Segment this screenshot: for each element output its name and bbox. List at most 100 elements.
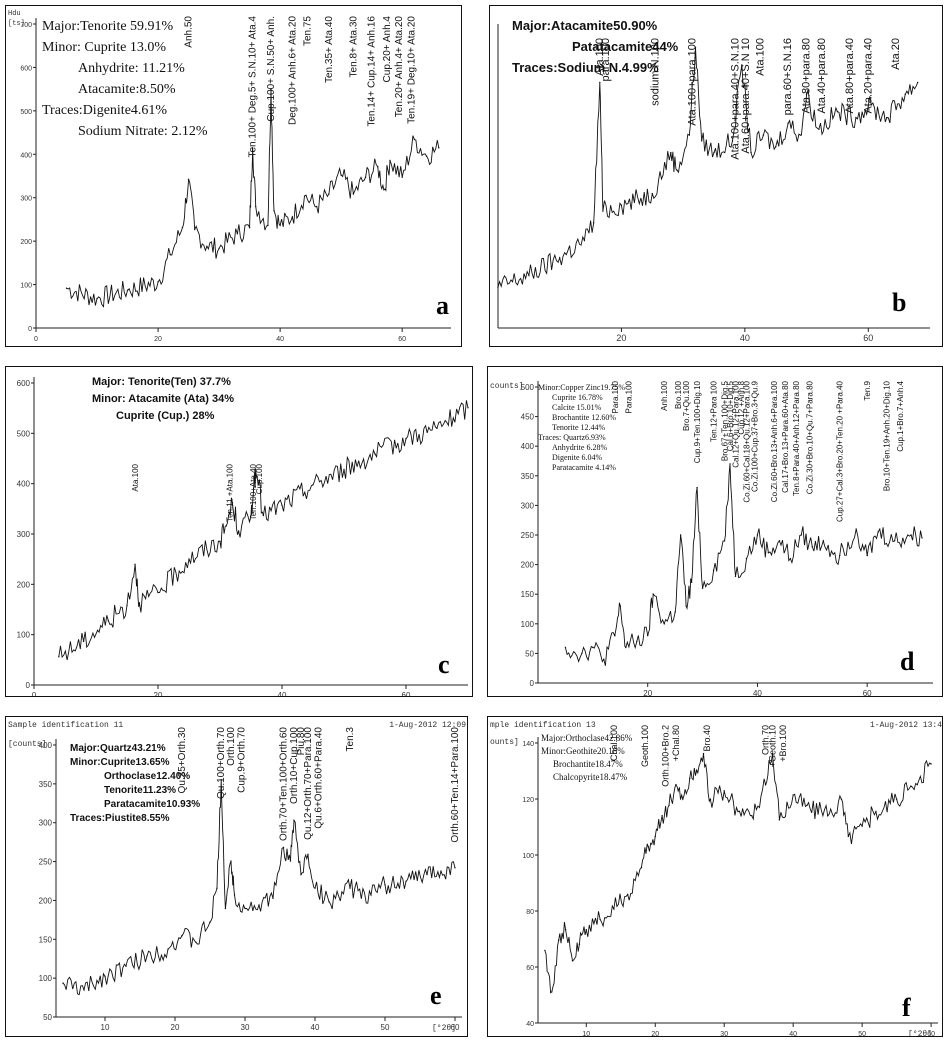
data-point [652, 593, 654, 595]
data-point [613, 908, 615, 910]
peak-label: Ata.100+para.40+S.N.10 [730, 38, 742, 160]
y-tick-label: 350 [39, 780, 53, 789]
composition-line: Minor:Cuprite13.65% [70, 757, 170, 768]
sample-identification: Sample identification 11 [8, 721, 123, 730]
data-point [377, 166, 379, 168]
data-point [789, 557, 792, 560]
peak-label: Cup.9+Orth.70 [237, 727, 248, 793]
data-point [910, 534, 912, 536]
data-point [614, 634, 616, 637]
data-point [661, 815, 663, 817]
data-point [96, 297, 98, 300]
y-tick-label: 100 [522, 853, 534, 860]
data-point [293, 819, 295, 822]
data-point [181, 934, 183, 937]
composition-line: Paratacamite 4.14% [552, 463, 616, 472]
y-tick-label: 0 [28, 326, 32, 333]
data-point [861, 825, 863, 827]
data-point [599, 81, 601, 84]
data-point [676, 169, 678, 171]
pattern-line [66, 89, 440, 308]
data-point [756, 534, 759, 536]
data-point [544, 949, 546, 952]
y-tick-label: 600 [20, 65, 32, 72]
data-point [237, 530, 240, 532]
pattern-line [544, 753, 932, 994]
composition-line: Patatacamite44% [572, 39, 679, 54]
y-tick-label: 500 [20, 109, 32, 116]
data-point [636, 640, 638, 643]
data-point [267, 224, 269, 227]
data-point [599, 918, 601, 921]
x-tick-label: 30 [720, 1031, 728, 1037]
y-tick-label: 300 [39, 819, 53, 828]
peak-label: Bro.40 [702, 725, 712, 752]
peak-label: Ata.20+para.40 [862, 38, 874, 114]
y-tick-label: 500 [521, 383, 535, 392]
data-point [248, 226, 251, 229]
data-point [690, 581, 693, 584]
data-point [771, 752, 774, 755]
panel-a: 700 600 500 400 300 200 100 0 0 20 40 60 Anh.50 Ten.1… [5, 5, 462, 347]
data-point [497, 286, 499, 288]
y-tick-label: 300 [20, 196, 32, 203]
data-point [413, 138, 416, 141]
data-point [126, 604, 128, 607]
data-point [620, 204, 623, 206]
data-point [282, 846, 285, 849]
y-axis-title: ounts] [490, 738, 519, 747]
composition-line: Paratacamite10.93% [104, 799, 200, 810]
data-point [83, 989, 85, 991]
peak-label: Ten.35+ Ata.40 [324, 16, 335, 83]
data-point [675, 783, 677, 786]
data-point [670, 151, 672, 154]
data-point [847, 835, 850, 838]
data-point [895, 798, 898, 800]
peak-label: sodium N.100 [649, 38, 661, 106]
data-point [389, 159, 391, 162]
peak-label: Ata.100 [754, 38, 766, 76]
x-tick-label: 20 [643, 689, 652, 697]
y-tick-label: 350 [521, 472, 535, 481]
peak-label: Co.Zi.30+Bro.10+Qu.7+Para.80 [806, 380, 815, 494]
data-point [157, 281, 159, 283]
data-point [440, 870, 442, 872]
peak-label: Orth.100 [226, 727, 237, 766]
data-point [258, 904, 260, 906]
x-tick-label: 40 [740, 333, 750, 343]
peak-label: Qu.100+Orth.70 [216, 727, 227, 799]
peak-label: Ata.100 [594, 38, 606, 76]
data-point [291, 216, 294, 218]
peak-label: Bro.10+Ten.19+Anh.20+Dig.10 [882, 380, 891, 491]
data-point [764, 783, 767, 786]
data-point [236, 233, 239, 235]
peak-label: Ten.100+Ata.40 [249, 463, 258, 520]
data-point [273, 210, 275, 212]
x-tick-label: 10 [582, 1031, 590, 1037]
data-point [216, 887, 218, 889]
y-tick-label: 50 [43, 1013, 52, 1022]
peak-label: Ata.60+para.40+S.N 10 [740, 38, 752, 154]
data-point [836, 110, 839, 113]
data-point [571, 960, 574, 962]
data-point [169, 253, 171, 256]
data-point [581, 652, 583, 655]
y-tick-label: 0 [26, 681, 31, 690]
data-point [688, 134, 691, 136]
data-point [682, 798, 684, 800]
peak-label: Ata.20 [890, 38, 902, 70]
data-point [340, 174, 342, 176]
peak-label: Co.Zi.100+Cup.37+Bro.3+Qu.9 [751, 380, 760, 492]
data-point [855, 116, 857, 119]
data-point [370, 894, 372, 896]
data-point [674, 611, 676, 613]
x-tick-label: 30 [241, 1023, 250, 1032]
data-point [364, 176, 367, 178]
data-point [436, 427, 438, 430]
data-point [700, 140, 703, 142]
peak-label: Ten.8+ Ata.30 [348, 16, 359, 78]
data-point [840, 798, 843, 800]
x-tick-label: 20 [154, 691, 163, 697]
y-tick-label: 150 [39, 935, 53, 944]
